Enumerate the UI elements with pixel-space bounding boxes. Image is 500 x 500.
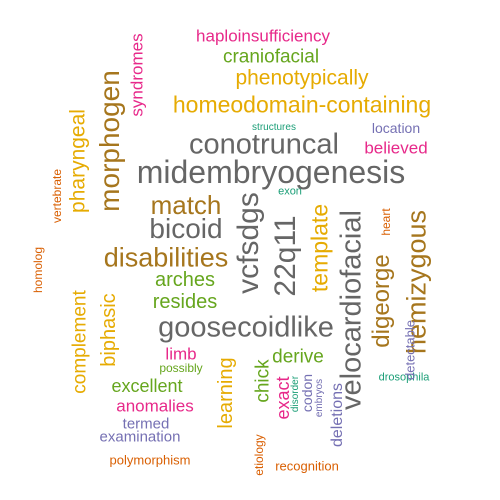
word-recognition: recognition: [275, 458, 339, 474]
word-learning: learning: [215, 357, 237, 429]
word-believed: believed: [364, 138, 428, 158]
word-22q11: 22q11: [269, 215, 302, 297]
word-resides: resides: [152, 291, 218, 313]
word-morphogen: morphogen: [94, 70, 125, 212]
word-exon: exon: [278, 185, 302, 198]
word-syndromes: syndromes: [127, 33, 147, 117]
word-craniofacial: craniofacial: [222, 46, 320, 68]
word-vcfsdgs: vcfsdgs: [232, 192, 265, 294]
word-excellent: excellent: [111, 376, 183, 396]
word-complement: complement: [69, 290, 91, 394]
word-chick: chick: [252, 359, 274, 403]
word-conotruncal: conotruncal: [189, 128, 339, 161]
word-structures: structures: [252, 122, 296, 133]
word-limb: limb: [165, 344, 197, 364]
word-deletions: deletions: [329, 382, 346, 448]
word-examination: examination: [99, 428, 181, 446]
word-heart: heart: [379, 208, 393, 236]
word-location: location: [371, 120, 421, 136]
word-pharyngeal: pharyngeal: [66, 109, 90, 213]
word-velocardiofacial: velocardiofacial: [335, 210, 368, 410]
word-polymorphism: polymorphism: [109, 452, 191, 468]
word-codon: codon: [299, 373, 315, 413]
word-possibly: possibly: [159, 361, 203, 375]
word-arches: arches: [154, 269, 216, 291]
word-drosophila: drosophila: [378, 371, 430, 384]
word-midembryogenesis: midembryogenesis: [136, 154, 406, 190]
word-digeorge: digeorge: [368, 254, 395, 348]
word-anomalies: anomalies: [116, 396, 194, 416]
word-disabilities: disabilities: [103, 242, 229, 273]
word-biphasic: biphasic: [98, 293, 120, 367]
word-vertebrate: vertebrate: [50, 168, 64, 224]
word-derive: derive: [272, 346, 324, 368]
word-haploinsufficiency: haploinsufficiency: [196, 26, 330, 46]
word-detectable: detectable: [402, 320, 418, 380]
word-goosecoidlike: goosecoidlike: [158, 311, 334, 344]
word-homeodomain-containing: homeodomain-containing: [172, 91, 432, 118]
word-termed: termed: [122, 415, 170, 433]
word-embryos: embryos: [314, 378, 325, 418]
word-match: match: [150, 190, 222, 220]
word-etiology: etiology: [252, 434, 266, 476]
word-homolog: homolog: [31, 246, 45, 294]
word-bicoid: bicoid: [149, 213, 223, 244]
word-template: template: [306, 203, 333, 293]
word-phenotypically: phenotypically: [235, 66, 369, 90]
